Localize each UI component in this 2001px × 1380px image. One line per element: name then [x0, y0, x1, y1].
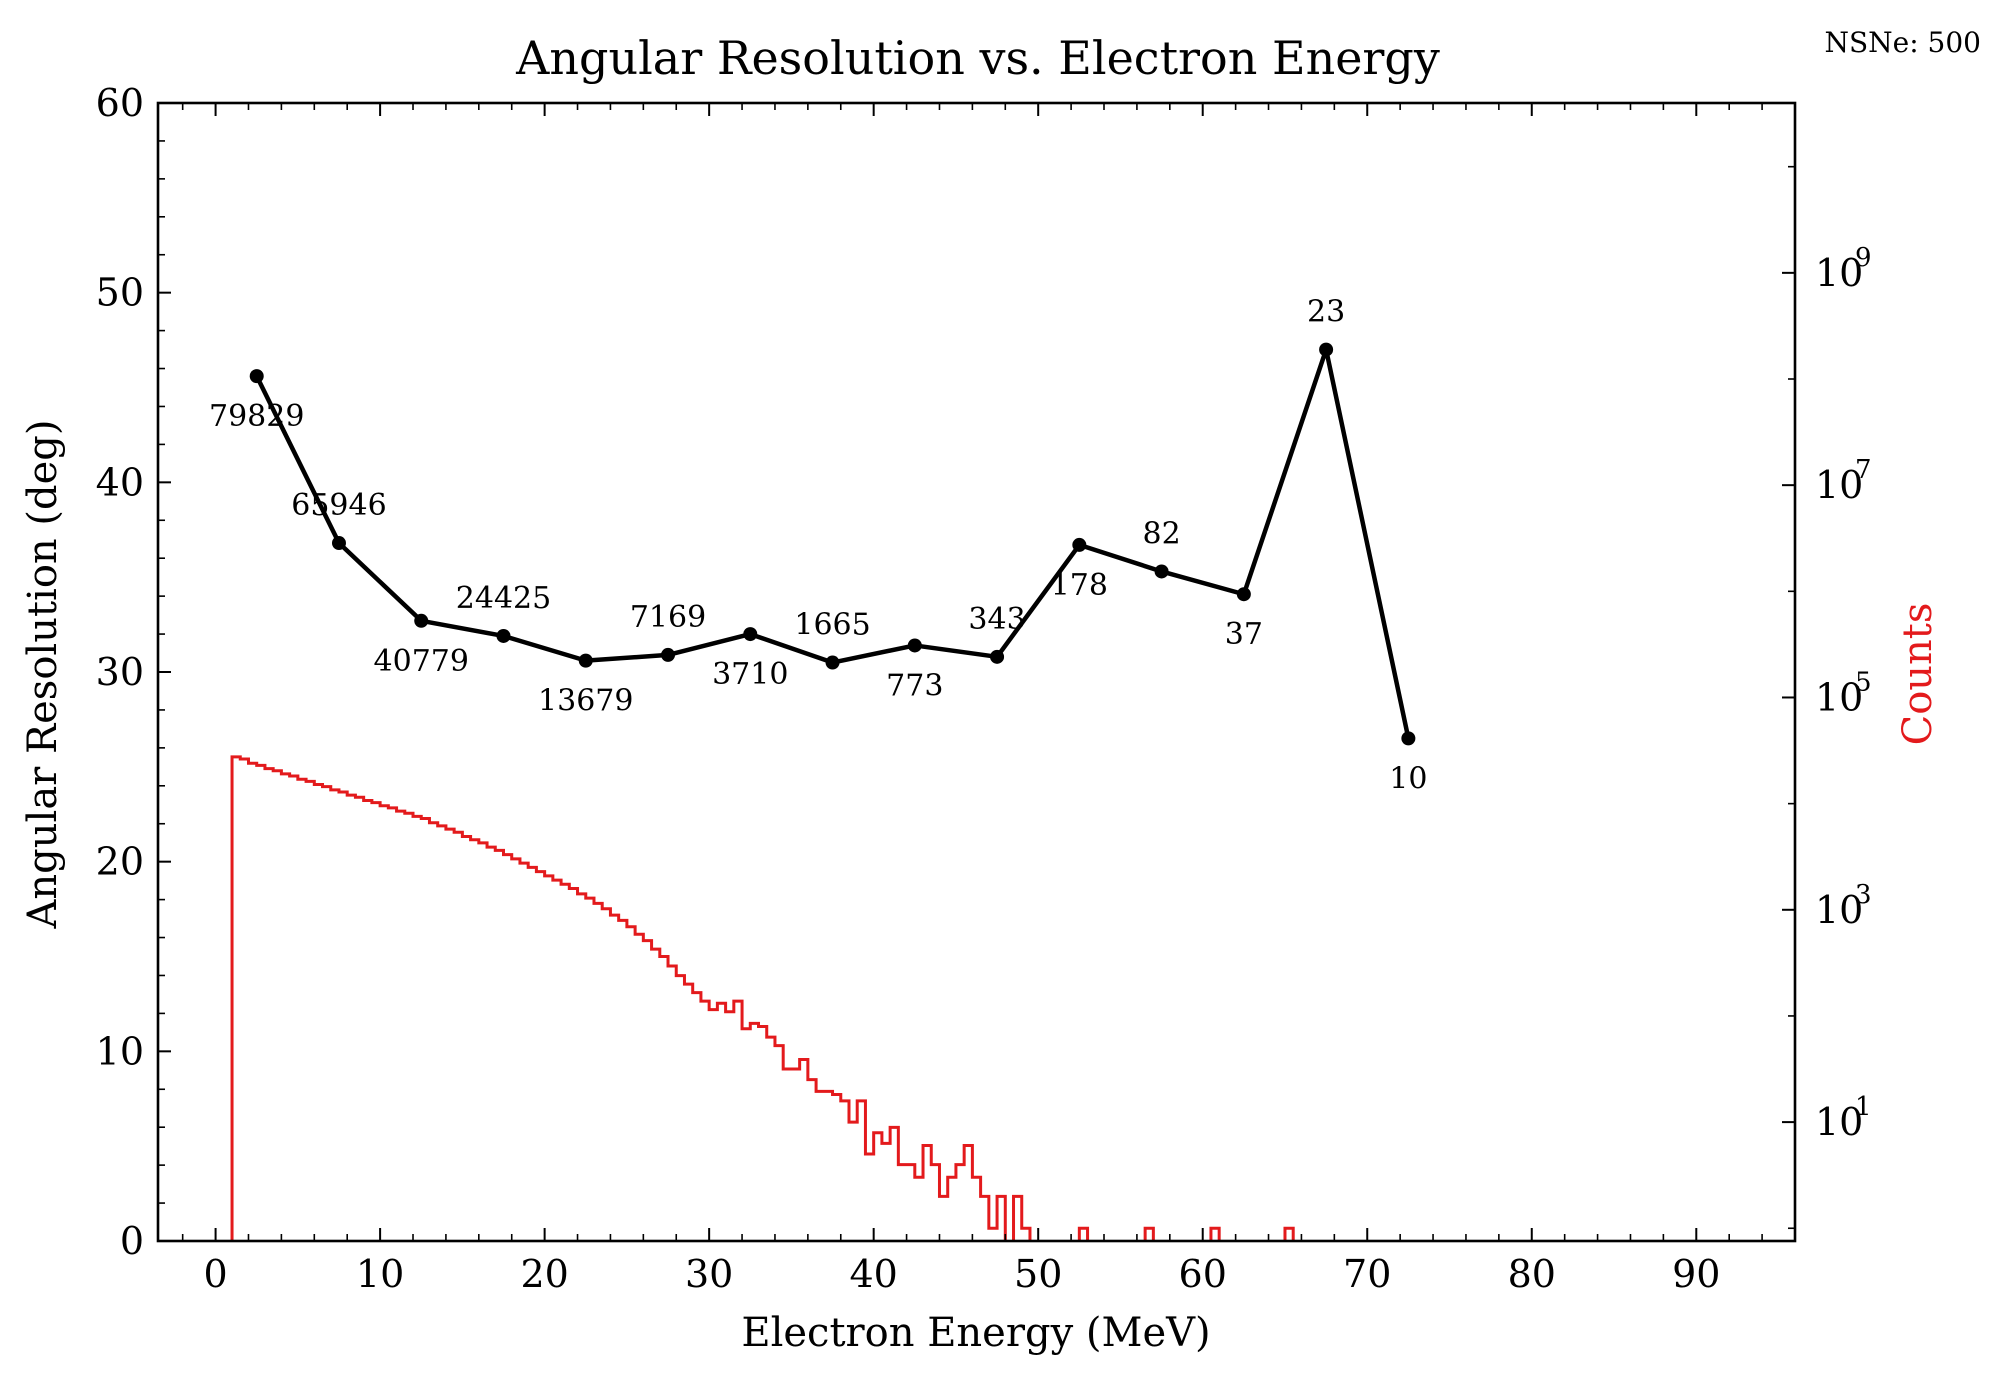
- y-tick-label: 0: [120, 1219, 144, 1263]
- data-label: 3710: [712, 657, 788, 692]
- data-label: 343: [968, 602, 1025, 637]
- data-point: [578, 653, 593, 668]
- y2-tick-label-exponent: 7: [1855, 455, 1872, 485]
- x-tick-label: 40: [849, 1252, 897, 1296]
- resolution-line: [254, 347, 1411, 739]
- data-point: [1319, 342, 1334, 357]
- y2-tick-label-base: 10: [1815, 1100, 1863, 1144]
- y-tick-label: 20: [96, 840, 144, 884]
- axes: 0 10 20 30 40 50 60 70 80 90010203040506010110310…: [96, 81, 1872, 1296]
- y-tick-label: 10: [96, 1029, 144, 1073]
- x-tick-label: 30: [685, 1252, 733, 1296]
- x-tick-label: 60: [1179, 1252, 1227, 1296]
- data-point: [1401, 731, 1416, 746]
- y2-tick-label-base: 10: [1815, 463, 1863, 507]
- data-label: 37: [1225, 617, 1263, 652]
- nsne-annotation: NSNe: 500: [1824, 26, 1981, 59]
- data-point: [249, 369, 264, 384]
- data-label: 773: [886, 668, 943, 703]
- data-point: [1072, 537, 1087, 552]
- data-label: 82: [1142, 516, 1180, 551]
- x-tick-label: 90: [1672, 1252, 1720, 1296]
- y-tick-label: 30: [96, 650, 144, 694]
- data-point: [414, 613, 429, 628]
- data-point: [1236, 587, 1251, 602]
- data-label: 40779: [374, 644, 469, 679]
- y2-tick-label-base: 10: [1815, 251, 1863, 295]
- y2-axis-label: Counts: [1895, 603, 1941, 746]
- histogram-step-line: [230, 755, 1295, 1241]
- x-axis-label: Electron Energy (MeV): [741, 1310, 1210, 1356]
- data-point: [743, 627, 758, 642]
- y-tick-label: 50: [96, 271, 144, 315]
- y2-tick-label-base: 10: [1815, 675, 1863, 719]
- x-tick-label: 10: [356, 1252, 404, 1296]
- data-point: [907, 638, 922, 653]
- data-label: 79829: [209, 399, 304, 434]
- y-axis-label: Angular Resolution (deg): [20, 420, 66, 930]
- data-label: 13679: [538, 684, 633, 719]
- counts-histogram: [230, 755, 1295, 1241]
- y-tick-label: 60: [96, 81, 144, 125]
- data-label: 178: [1051, 568, 1108, 603]
- y-tick-label: 40: [96, 460, 144, 504]
- data-label: 23: [1307, 295, 1345, 330]
- data-point: [661, 647, 676, 662]
- resolution-series: 7982965946407792442513679716937101665773…: [209, 295, 1427, 797]
- y2-tick-label-exponent: 5: [1855, 667, 1872, 697]
- x-tick-label: 80: [1508, 1252, 1556, 1296]
- x-tick-label: 70: [1343, 1252, 1391, 1296]
- data-point: [1154, 564, 1169, 579]
- x-tick-label: 20: [520, 1252, 568, 1296]
- y2-tick-label-base: 10: [1815, 888, 1863, 932]
- chart-title: Angular Resolution vs. Electron Energy: [515, 31, 1440, 85]
- data-point: [496, 628, 511, 643]
- data-point: [331, 536, 346, 551]
- y2-tick-label-exponent: 3: [1855, 880, 1872, 910]
- data-label: 24425: [456, 581, 551, 616]
- data-point: [825, 655, 840, 670]
- data-label: 10: [1389, 761, 1427, 796]
- data-label: 7169: [630, 600, 706, 635]
- y2-tick-label-exponent: 9: [1855, 243, 1872, 273]
- data-label: 1665: [794, 608, 870, 643]
- data-label: 65946: [291, 488, 386, 523]
- data-point: [990, 649, 1005, 664]
- y2-tick-label-exponent: 1: [1855, 1092, 1872, 1122]
- x-tick-label: 50: [1014, 1252, 1062, 1296]
- x-tick-label: 0: [203, 1252, 227, 1296]
